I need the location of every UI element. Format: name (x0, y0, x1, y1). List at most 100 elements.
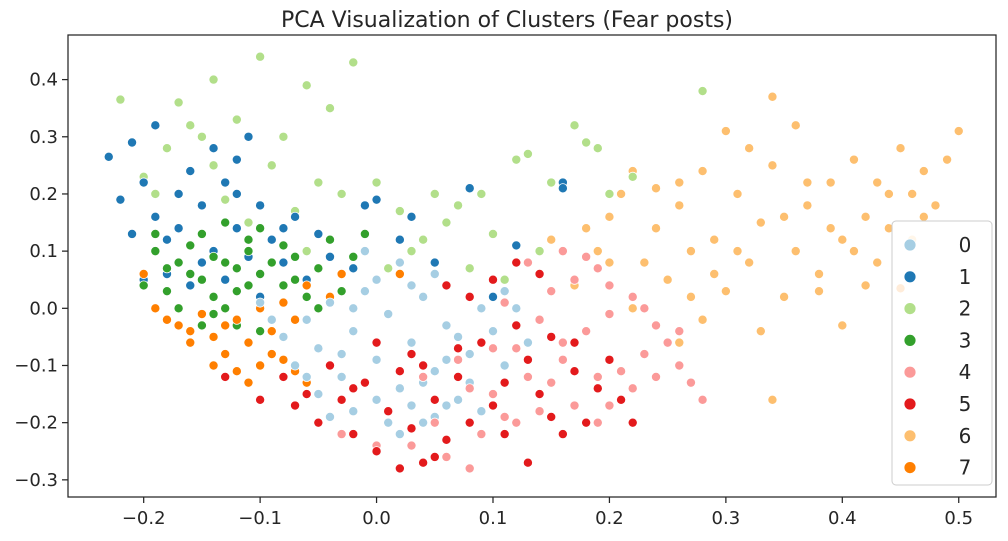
scatter-point-cluster-2 (418, 234, 429, 245)
scatter-point-cluster-0 (499, 286, 510, 297)
scatter-point-cluster-1 (231, 154, 242, 165)
scatter-point-cluster-3 (313, 263, 324, 274)
scatter-point-cluster-1 (103, 151, 114, 162)
scatter-point-cluster-1 (196, 200, 207, 211)
scatter-point-cluster-4 (511, 417, 522, 428)
scatter-point-cluster-5 (487, 274, 498, 285)
scatter-point-cluster-6 (814, 286, 825, 297)
scatter-point-cluster-4 (592, 371, 603, 382)
scatter-point-cluster-5 (569, 337, 580, 348)
scatter-point-cluster-0 (348, 326, 359, 337)
scatter-point-cluster-4 (651, 371, 662, 382)
scatter-point-cluster-6 (697, 166, 708, 177)
scatter-point-cluster-5 (348, 429, 359, 440)
scatter-point-cluster-1 (348, 263, 359, 274)
scatter-point-cluster-4 (546, 377, 557, 388)
scatter-point-cluster-1 (290, 211, 301, 222)
scatter-point-cluster-2 (522, 148, 533, 159)
scatter-point-cluster-5 (616, 394, 627, 405)
scatter-point-cluster-4 (499, 297, 510, 308)
scatter-point-cluster-4 (685, 377, 696, 388)
scatter-point-cluster-5 (429, 451, 440, 462)
scatter-point-cluster-3 (243, 246, 254, 257)
legend-marker (903, 397, 917, 411)
scatter-point-cluster-6 (802, 177, 813, 188)
scatter-point-cluster-6 (685, 291, 696, 302)
scatter-point-cluster-7 (208, 360, 219, 371)
scatter-point-cluster-2 (394, 206, 405, 217)
scatter-point-cluster-2 (429, 188, 440, 199)
scatter-point-cluster-1 (220, 177, 231, 188)
legend: 0 1 2 3 4 5 6 7 (891, 220, 993, 486)
scatter-point-cluster-6 (930, 200, 941, 211)
scatter-point-cluster-1 (557, 183, 568, 194)
scatter-point-cluster-4 (569, 274, 580, 285)
scatter-point-cluster-1 (243, 131, 254, 142)
scatter-point-cluster-5 (499, 377, 510, 388)
legend-label: 5 (959, 392, 972, 416)
scatter-point-cluster-2 (453, 200, 464, 211)
scatter-point-cluster-5 (557, 429, 568, 440)
scatter-point-cluster-3 (208, 251, 219, 262)
scatter-point-cluster-6 (790, 246, 801, 257)
scatter-point-cluster-5 (383, 406, 394, 417)
scatter-point-cluster-4 (487, 389, 498, 400)
scatter-point-cluster-2 (150, 188, 161, 199)
scatter-point-cluster-0 (418, 291, 429, 302)
scatter-point-cluster-4 (604, 280, 615, 291)
scatter-point-cluster-4 (604, 400, 615, 411)
scatter-point-cluster-6 (814, 269, 825, 280)
scatter-point-cluster-0 (464, 349, 475, 360)
scatter-point-cluster-0 (313, 343, 324, 354)
scatter-point-cluster-5 (464, 417, 475, 428)
scatter-point-cluster-6 (825, 223, 836, 234)
scatter-point-cluster-0 (324, 411, 335, 422)
scatter-point-cluster-0 (418, 417, 429, 428)
scatter-point-cluster-6 (709, 269, 720, 280)
scatter-point-cluster-5 (453, 371, 464, 382)
scatter-point-cluster-1 (161, 234, 172, 245)
scatter-point-cluster-4 (557, 337, 568, 348)
scatter-point-cluster-4 (627, 291, 638, 302)
scatter-point-cluster-6 (848, 246, 859, 257)
scatter-point-cluster-5 (220, 371, 231, 382)
scatter-point-cluster-7 (243, 337, 254, 348)
scatter-point-cluster-6 (953, 126, 964, 137)
scatter-point-cluster-0 (278, 331, 289, 342)
scatter-point-cluster-4 (569, 400, 580, 411)
scatter-point-cluster-3 (220, 303, 231, 314)
scatter-point-cluster-7 (266, 349, 277, 360)
scatter-point-cluster-4 (581, 326, 592, 337)
scatter-point-cluster-6 (662, 274, 673, 285)
scatter-point-cluster-2 (243, 217, 254, 228)
legend-label: 1 (959, 265, 972, 289)
scatter-point-cluster-3 (185, 240, 196, 251)
scatter-point-cluster-5 (476, 337, 487, 348)
x-tick-label: 0.3 (712, 508, 741, 529)
scatter-point-cluster-2 (592, 143, 603, 154)
scatter-point-cluster-1 (127, 137, 138, 148)
legend-label: 2 (959, 297, 972, 321)
scatter-point-cluster-6 (616, 188, 627, 199)
scatter-point-cluster-5 (406, 423, 417, 434)
scatter-point-cluster-2 (173, 97, 184, 108)
scatter-point-cluster-2 (278, 131, 289, 142)
scatter-point-cluster-6 (837, 320, 848, 331)
scatter-point-cluster-3 (220, 257, 231, 268)
scatter-point-cluster-4 (429, 417, 440, 428)
scatter-point-cluster-7 (301, 280, 312, 291)
scatter-point-cluster-2 (581, 137, 592, 148)
scatter-point-cluster-3 (231, 286, 242, 297)
scatter-point-cluster-1 (231, 188, 242, 199)
scatter-point-cluster-6 (918, 166, 929, 177)
scatter-point-cluster-5 (592, 383, 603, 394)
scatter-point-cluster-2 (336, 188, 347, 199)
scatter-point-cluster-4 (674, 360, 685, 371)
scatter-point-cluster-0 (255, 297, 266, 308)
scatter-point-cluster-2 (208, 160, 219, 171)
scatter-point-cluster-0 (266, 314, 277, 325)
scatter-point-cluster-1 (185, 166, 196, 177)
scatter-point-cluster-7 (394, 269, 405, 280)
scatter-point-cluster-3 (150, 228, 161, 239)
scatter-point-cluster-6 (674, 200, 685, 211)
